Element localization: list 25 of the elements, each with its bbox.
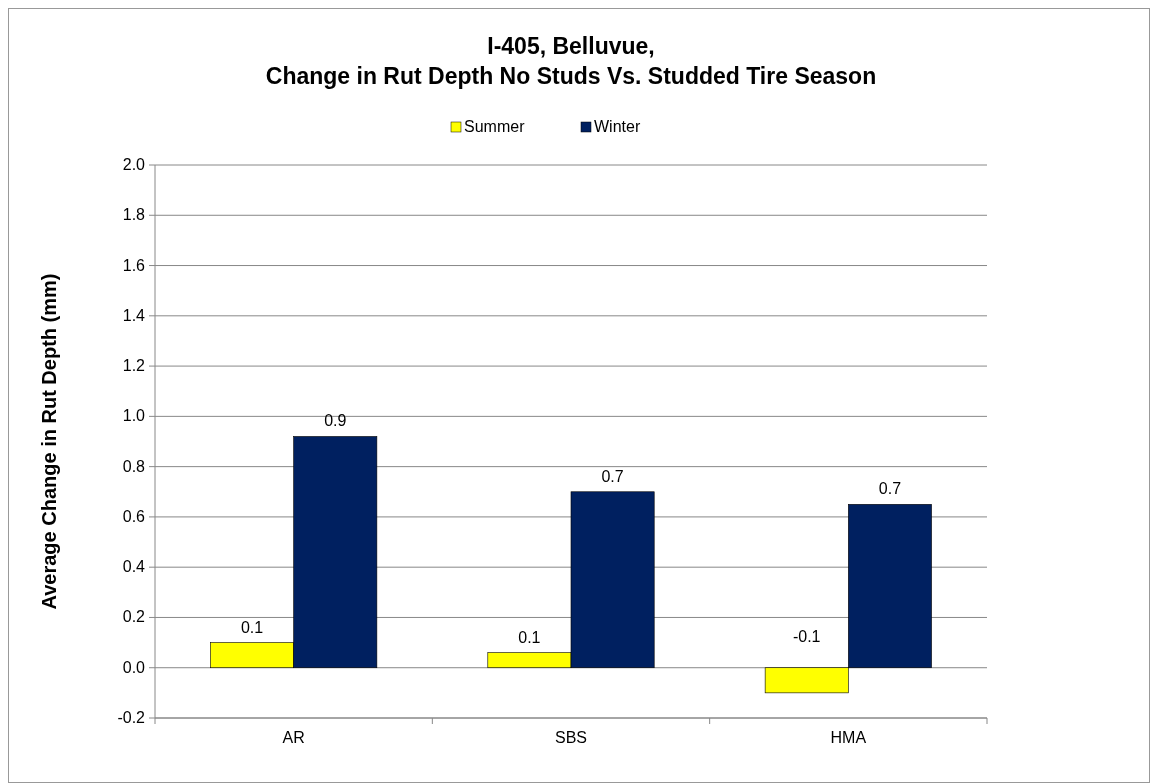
y-tick-label: 1.6 bbox=[122, 256, 146, 274]
y-axis-title: Average Change in Rut Depth (mm) bbox=[38, 273, 60, 610]
x-tick-label: SBS bbox=[554, 729, 588, 746]
data-label: 0.7 bbox=[601, 467, 624, 485]
y-tick-label: 0.4 bbox=[122, 558, 146, 576]
data-label: -0.1 bbox=[792, 627, 821, 645]
y-tick-label: 1.0 bbox=[122, 407, 146, 425]
y-tick-label: 2.0 bbox=[122, 156, 146, 173]
y-tick-label: 0.6 bbox=[122, 507, 146, 525]
y-tick-label: 0.0 bbox=[122, 658, 146, 676]
x-tick-label: AR bbox=[282, 729, 305, 746]
chart-title: I-405, Belluvue, Change in Rut Depth No Studs Vs. Studded Tire Season bbox=[265, 33, 877, 89]
data-label: 0.9 bbox=[324, 412, 347, 430]
legend-label: Winter bbox=[594, 118, 641, 135]
y-tick-label: -0.2 bbox=[117, 709, 146, 726]
y-tick-label: 1.4 bbox=[122, 306, 146, 324]
legend-label: Summer bbox=[464, 118, 526, 135]
y-tick-label: 0.2 bbox=[122, 608, 146, 626]
data-label: 0.7 bbox=[878, 480, 902, 498]
y-tick-label: 1.2 bbox=[122, 357, 146, 375]
data-label: 0.1 bbox=[518, 628, 541, 646]
y-tick-label: 1.8 bbox=[122, 206, 146, 224]
data-label: 0.1 bbox=[240, 618, 264, 636]
x-tick-label: HMA bbox=[830, 729, 867, 746]
y-tick-label: 0.8 bbox=[122, 457, 146, 475]
